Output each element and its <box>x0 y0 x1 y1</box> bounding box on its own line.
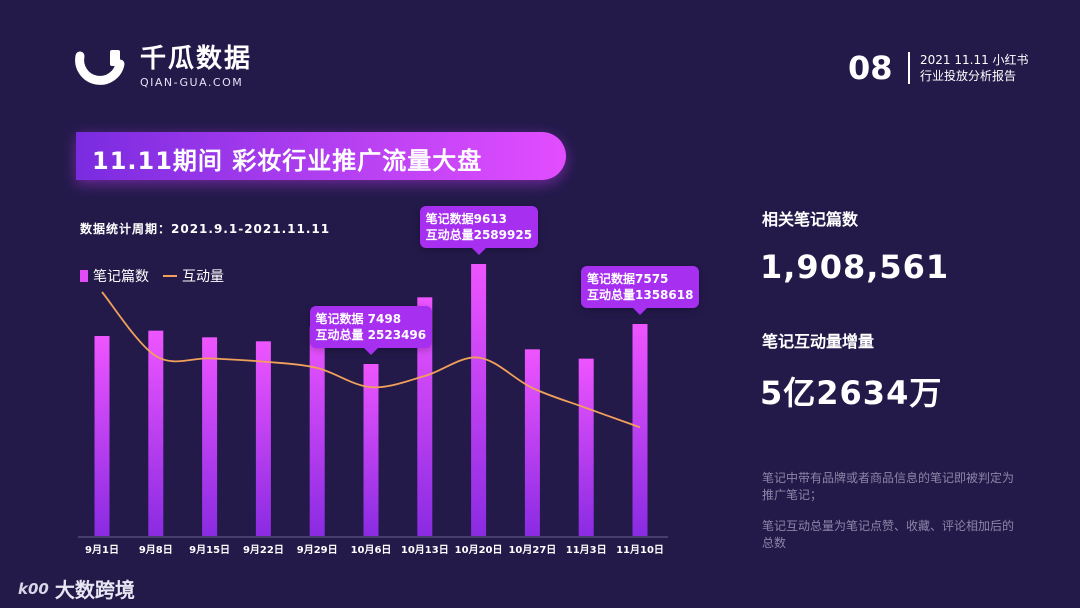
report-title: 2021 11.11 小红书 行业投放分析报告 <box>920 52 1029 84</box>
bar-5 <box>363 364 379 536</box>
x-tick-label: 9月1日 <box>85 544 119 556</box>
x-tick-label: 11月10日 <box>616 544 664 556</box>
bar-6 <box>417 297 433 536</box>
brand-logo-icon <box>75 49 125 85</box>
bar-0 <box>94 336 110 536</box>
callout-nov10: 笔记数据7575 互动总量1358618 <box>581 266 700 315</box>
callout-oct6: 笔记数据 7498 互动总量 2523496 <box>309 306 433 355</box>
callout-interactions: 互动总量 2523496 <box>315 328 427 342</box>
bar-1 <box>148 330 164 536</box>
legend-bar-label: 笔记篇数 <box>93 269 149 285</box>
report-title-line2: 行业投放分析报告 <box>920 69 1017 83</box>
notes-count-value: 1,908,561 <box>760 248 950 286</box>
bar-3 <box>255 341 271 536</box>
page-number: 08 <box>848 49 893 87</box>
chart-legend: 笔记篇数 互动量 <box>80 266 224 286</box>
callout-notes: 笔记数据9613 <box>425 212 507 226</box>
callout-interactions: 互动总量2589925 <box>425 228 533 242</box>
footer-watermark: k00 大数跨境 <box>18 574 135 603</box>
callout-interactions: 互动总量1358618 <box>587 288 694 302</box>
bar-8 <box>524 349 540 536</box>
footer-logo-mark: k00 <box>18 579 49 598</box>
note-interaction-definition: 笔记互动总量为笔记点赞、收藏、评论相加后的总数 <box>762 519 1015 550</box>
section-title: 11.11期间 彩妆行业推广流量大盘 <box>92 147 483 175</box>
bar-7 <box>471 264 487 536</box>
callout-notes: 笔记数据 7498 <box>315 312 402 326</box>
interaction-increase-value: 5亿2634万 <box>760 374 943 412</box>
interaction-trend-line <box>101 291 641 429</box>
bar-10 <box>632 324 648 536</box>
section-title-banner: 11.11期间 彩妆行业推广流量大盘 <box>76 132 566 180</box>
x-tick-label: 10月6日 <box>351 544 392 556</box>
brand-logo: 千瓜数据 QIAN-GUA.COM <box>72 44 252 89</box>
x-tick-label: 9月15日 <box>189 544 230 556</box>
interaction-increase-label: 笔记互动量增量 <box>762 332 875 351</box>
brand-name: 千瓜数据 <box>140 44 253 74</box>
footer-text: 大数跨境 <box>54 578 135 602</box>
note-promotion-definition: 笔记中带有品牌或者商品信息的笔记即被判定为推广笔记； <box>762 471 1015 502</box>
callout-oct20: 笔记数据9613 互动总量2589925 <box>419 206 539 255</box>
report-title-line1: 2021 11.11 小红书 <box>920 53 1029 67</box>
bar-2 <box>202 337 218 536</box>
x-tick-label: 10月27日 <box>508 544 556 556</box>
x-tick-label: 9月22日 <box>243 544 284 556</box>
x-tick-label: 9月29日 <box>297 544 338 556</box>
bar-9 <box>578 358 594 536</box>
header-divider <box>908 52 910 84</box>
x-tick-label: 10月13日 <box>401 544 449 556</box>
legend-line-label: 互动量 <box>182 269 224 285</box>
x-tick-label: 11月3日 <box>566 544 607 556</box>
period-label: 数据统计周期：2021.9.1-2021.11.11 <box>80 222 331 236</box>
x-tick-label: 9月8日 <box>139 544 173 556</box>
legend-line-swatch <box>163 275 177 277</box>
x-tick-label: 10月20日 <box>455 544 503 556</box>
brand-domain: QIAN-GUA.COM <box>140 76 244 89</box>
bar-4 <box>309 326 325 536</box>
legend-bar-swatch <box>80 270 88 282</box>
callout-notes: 笔记数据7575 <box>587 272 669 286</box>
notes-count-label: 相关笔记篇数 <box>762 210 859 229</box>
